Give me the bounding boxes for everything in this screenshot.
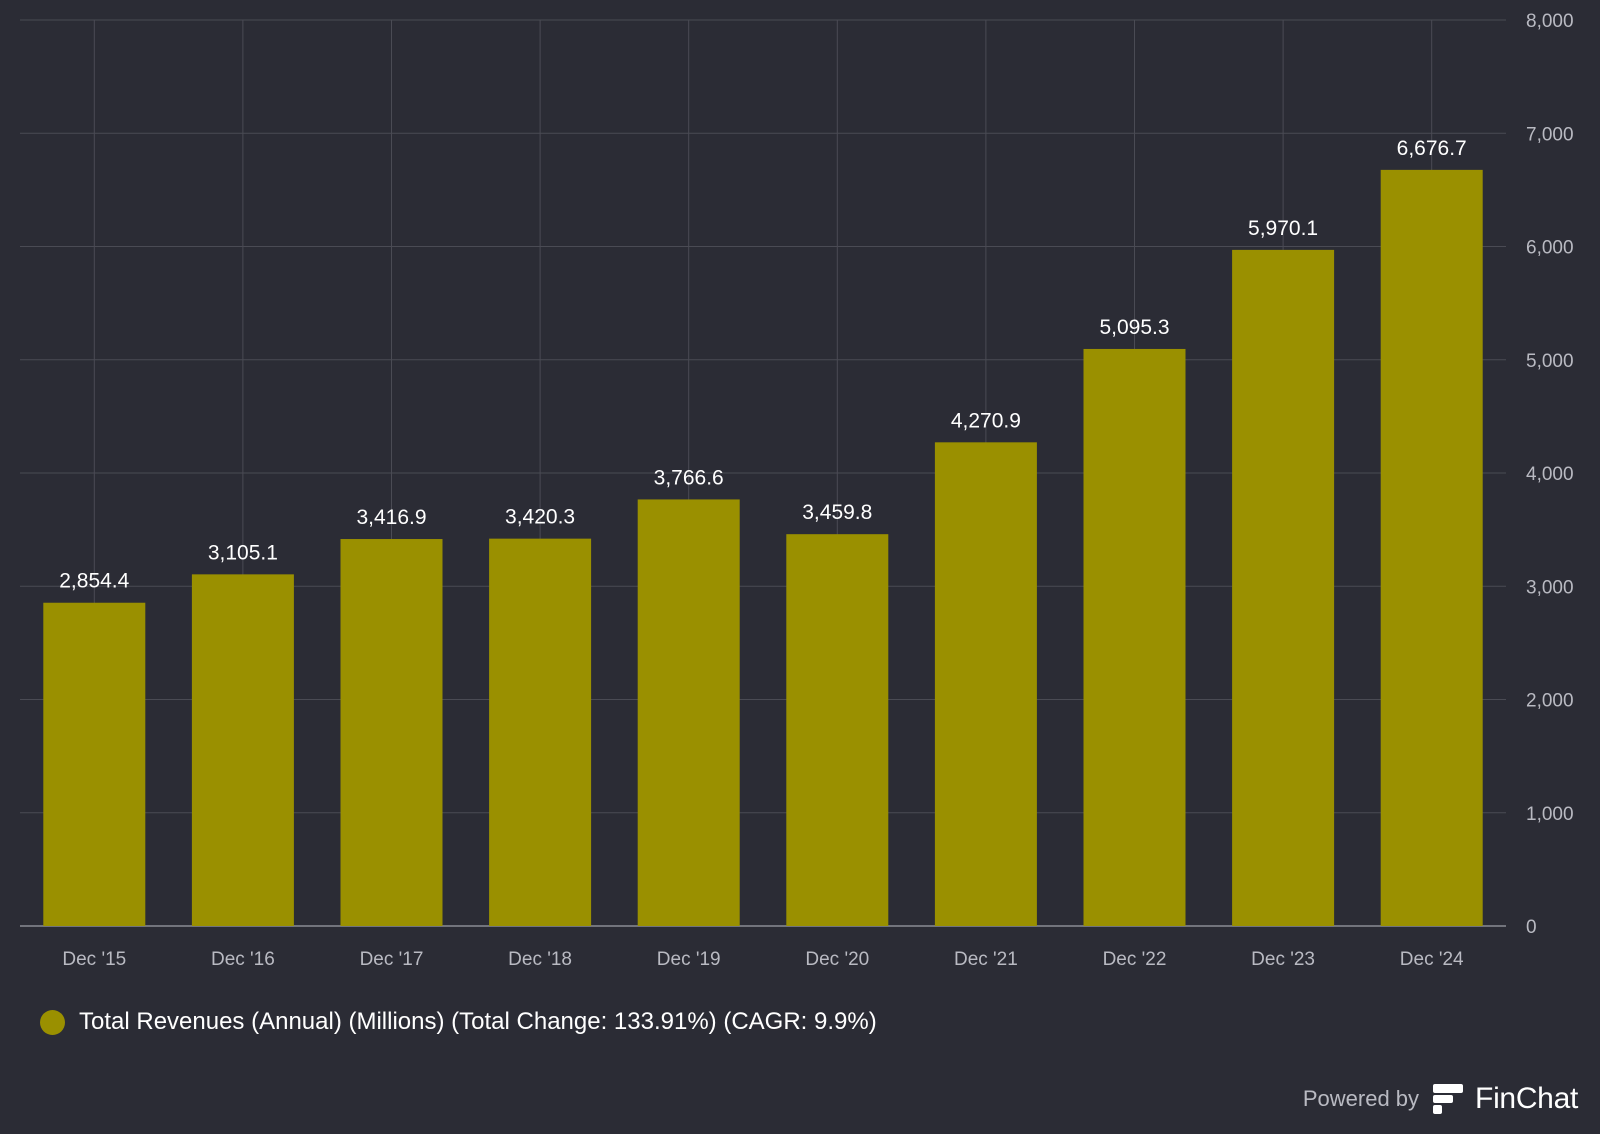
data-label: 5,095.3 bbox=[1099, 316, 1169, 339]
data-label: 3,766.6 bbox=[654, 466, 724, 489]
x-tick-label: Dec '18 bbox=[508, 949, 572, 970]
legend[interactable]: Total Revenues (Annual) (Millions) (Tota… bbox=[40, 1008, 877, 1036]
data-label: 2,854.4 bbox=[59, 570, 129, 593]
bar[interactable] bbox=[489, 538, 592, 926]
x-tick-label: Dec '17 bbox=[360, 949, 424, 970]
y-axis-ticks: 0 1,000 2,000 3,000 4,000 5,000 6,000 7,000 8,00… bbox=[1526, 11, 1574, 938]
bar[interactable] bbox=[1380, 169, 1483, 927]
bar[interactable] bbox=[786, 534, 889, 926]
data-label: 3,416.9 bbox=[356, 506, 426, 529]
data-label: 3,459.8 bbox=[802, 501, 872, 524]
bar[interactable] bbox=[637, 499, 740, 926]
bar[interactable] bbox=[1083, 348, 1186, 926]
data-label: 4,270.9 bbox=[951, 409, 1021, 432]
data-label: 6,676.7 bbox=[1397, 137, 1467, 160]
x-tick-label: Dec '23 bbox=[1251, 949, 1315, 970]
bar[interactable] bbox=[340, 539, 443, 926]
bar[interactable] bbox=[934, 442, 1037, 926]
revenue-bar-chart: 2,854.4 3,105.1 3,416.9 3,420.3 3,766.6 3,459… bbox=[20, 11, 1574, 970]
legend-label: Total Revenues (Annual) (Millions) (Tota… bbox=[79, 1008, 877, 1035]
y-tick-label: 7,000 bbox=[1526, 124, 1574, 145]
y-tick-label: 2,000 bbox=[1526, 691, 1574, 712]
y-tick-label: 5,000 bbox=[1526, 351, 1574, 372]
y-tick-label: 4,000 bbox=[1526, 464, 1574, 485]
brand-name: FinChat bbox=[1475, 1082, 1578, 1115]
bar[interactable] bbox=[43, 602, 146, 926]
bar[interactable] bbox=[191, 574, 294, 926]
x-axis-ticks: Dec '15 Dec '16 Dec '17 Dec '18 Dec '19 Dec '… bbox=[62, 949, 1464, 970]
bars bbox=[43, 169, 1483, 927]
y-tick-label: 1,000 bbox=[1526, 804, 1574, 825]
x-tick-label: Dec '19 bbox=[657, 949, 721, 970]
x-tick-label: Dec '16 bbox=[211, 949, 275, 970]
x-tick-label: Dec '22 bbox=[1103, 949, 1167, 970]
bar[interactable] bbox=[1232, 249, 1335, 926]
data-label: 3,105.1 bbox=[208, 541, 278, 564]
data-label: 3,420.3 bbox=[505, 506, 575, 529]
data-labels: 2,854.4 3,105.1 3,416.9 3,420.3 3,766.6 3,459… bbox=[59, 137, 1466, 593]
x-tick-label: Dec '20 bbox=[805, 949, 869, 970]
y-tick-label: 0 bbox=[1526, 917, 1537, 938]
x-tick-label: Dec '15 bbox=[62, 949, 126, 970]
legend-marker bbox=[40, 1009, 65, 1035]
branding: Powered by FinChat bbox=[1303, 1082, 1578, 1116]
finchat-logo-icon bbox=[1433, 1084, 1464, 1114]
y-tick-label: 6,000 bbox=[1526, 238, 1574, 259]
y-tick-label: 3,000 bbox=[1526, 577, 1574, 598]
data-label: 5,970.1 bbox=[1248, 217, 1318, 240]
x-tick-label: Dec '24 bbox=[1400, 949, 1464, 970]
powered-by-text: Powered by bbox=[1302, 1086, 1420, 1111]
x-tick-label: Dec '21 bbox=[954, 949, 1018, 970]
y-tick-label: 8,000 bbox=[1526, 11, 1574, 32]
